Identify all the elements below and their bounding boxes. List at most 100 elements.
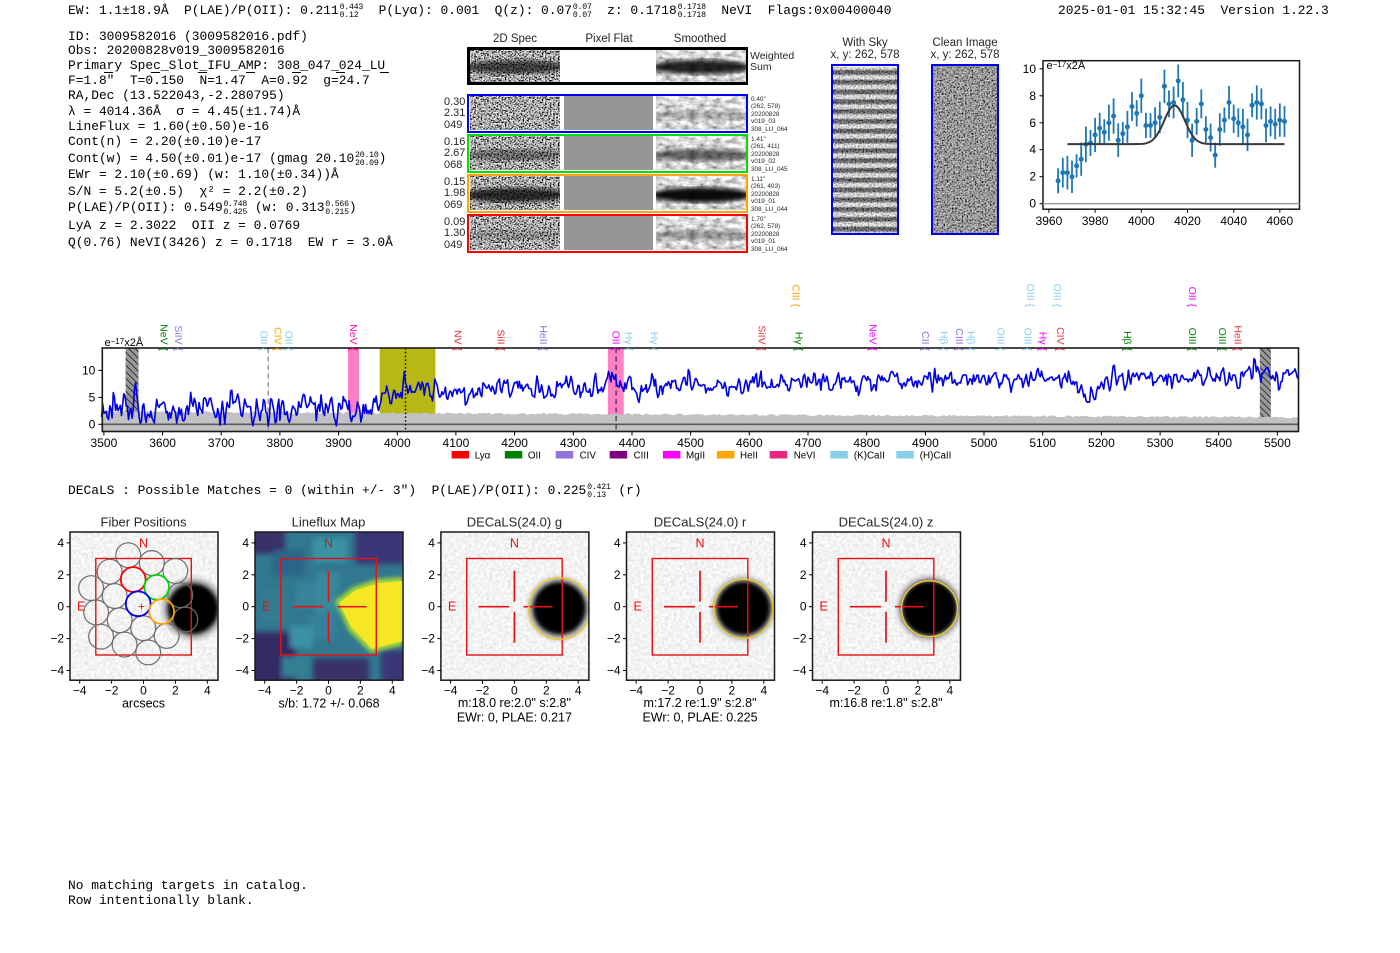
svg-text:Fiber Positions: Fiber Positions	[101, 515, 187, 530]
svg-text:5500: 5500	[1264, 436, 1291, 450]
svg-text:−2: −2	[50, 632, 64, 646]
svg-text:0: 0	[614, 600, 621, 614]
svg-text:OIII {: OIII {	[1051, 284, 1063, 308]
svg-text:HeII: HeII	[740, 451, 758, 462]
svg-text:4000: 4000	[1128, 214, 1155, 228]
svg-text:Hβ {: Hβ {	[937, 331, 949, 352]
svg-text:CIV: CIV	[580, 451, 597, 462]
svg-text:6: 6	[1029, 116, 1036, 130]
svg-text:−4: −4	[815, 684, 829, 698]
svg-text:+: +	[138, 600, 145, 614]
svg-text:Lineflux Map: Lineflux Map	[292, 515, 366, 530]
svg-text:E: E	[634, 600, 642, 614]
svg-text:N: N	[324, 537, 333, 551]
svg-text:4: 4	[204, 684, 211, 698]
svg-text:5400: 5400	[1205, 436, 1232, 450]
svg-text:EWr: 0, PLAE: 0.225: EWr: 0, PLAE: 0.225	[642, 711, 757, 725]
svg-text:−2: −2	[421, 632, 435, 646]
svg-text:E: E	[77, 600, 85, 614]
svg-text:−2: −2	[235, 632, 249, 646]
svg-text:CIII {: CIII {	[953, 328, 965, 351]
svg-text:OIII {: OIII {	[1021, 328, 1033, 352]
svg-text:2: 2	[729, 684, 736, 698]
svg-text:5100: 5100	[1029, 436, 1056, 450]
svg-text:4020: 4020	[1174, 214, 1201, 228]
svg-text:5: 5	[89, 390, 96, 404]
svg-text:0: 0	[428, 600, 435, 614]
svg-text:3500: 3500	[91, 436, 118, 450]
svg-text:m:18.0 re:2.0" s:2.8": m:18.0 re:2.0" s:2.8"	[458, 696, 571, 710]
svg-text:SiII {: SiII {	[494, 329, 506, 351]
svg-text:N: N	[139, 537, 148, 551]
svg-text:DECaLS(24.0) r: DECaLS(24.0) r	[654, 515, 747, 530]
svg-text:4040: 4040	[1220, 214, 1247, 228]
svg-text:4400: 4400	[619, 436, 646, 450]
svg-text:SiIV {: SiIV {	[756, 325, 768, 351]
svg-text:CIV {: CIV {	[1054, 327, 1066, 351]
svg-text:5300: 5300	[1147, 436, 1174, 450]
svg-text:−2: −2	[607, 632, 621, 646]
svg-text:Hβ {: Hβ {	[1121, 331, 1133, 352]
svg-text:0: 0	[1029, 197, 1036, 211]
svg-text:0: 0	[800, 600, 807, 614]
svg-text:3800: 3800	[267, 436, 294, 450]
svg-text:−4: −4	[629, 684, 643, 698]
svg-text:N: N	[510, 537, 519, 551]
svg-text:m:17.2 re:1.9" s:2.8": m:17.2 re:1.9" s:2.8"	[643, 696, 756, 710]
svg-text:Lyα: Lyα	[475, 451, 491, 462]
svg-text:4: 4	[614, 536, 621, 550]
svg-text:Hγ {: Hγ {	[1037, 332, 1049, 352]
svg-text:N: N	[695, 537, 704, 551]
svg-text:−4: −4	[444, 684, 458, 698]
svg-text:4700: 4700	[795, 436, 822, 450]
svg-text:0: 0	[89, 417, 96, 431]
svg-text:−2: −2	[847, 684, 861, 698]
svg-text:−2: −2	[661, 684, 675, 698]
svg-text:2: 2	[57, 568, 64, 582]
svg-text:Hγ {: Hγ {	[622, 332, 634, 352]
svg-text:4: 4	[389, 684, 396, 698]
svg-text:−4: −4	[73, 684, 87, 698]
svg-text:m:16.8 re:1.8" s:2.8": m:16.8 re:1.8" s:2.8"	[829, 696, 942, 710]
svg-text:HeII {: HeII {	[537, 325, 549, 351]
svg-text:4: 4	[760, 684, 767, 698]
svg-text:2: 2	[357, 684, 364, 698]
svg-text:−4: −4	[607, 664, 621, 678]
svg-text:OII {: OII {	[609, 331, 621, 352]
svg-text:2: 2	[172, 684, 179, 698]
svg-text:Hγ {: Hγ {	[792, 332, 804, 352]
svg-text:(K)CaII: (K)CaII	[854, 451, 885, 462]
svg-text:4: 4	[800, 536, 807, 550]
svg-text:−4: −4	[258, 684, 272, 698]
svg-text:E: E	[262, 600, 270, 614]
svg-text:Hγ {: Hγ {	[648, 332, 660, 352]
svg-text:HeII {: HeII {	[1231, 325, 1243, 351]
svg-text:−2: −2	[476, 684, 490, 698]
svg-text:2: 2	[428, 568, 435, 582]
svg-text:s/b: 1.72 +/- 0.068: s/b: 1.72 +/- 0.068	[278, 697, 379, 711]
svg-text:5200: 5200	[1088, 436, 1115, 450]
svg-text:NeV {: NeV {	[158, 324, 170, 351]
svg-text:OIII {: OIII {	[1186, 328, 1198, 352]
svg-text:2: 2	[614, 568, 621, 582]
svg-text:0: 0	[57, 600, 64, 614]
svg-text:5000: 5000	[971, 436, 998, 450]
svg-text:E: E	[820, 600, 828, 614]
svg-text:4: 4	[946, 684, 953, 698]
svg-text:10: 10	[1023, 62, 1037, 76]
svg-text:2: 2	[800, 568, 807, 582]
svg-text:4900: 4900	[912, 436, 939, 450]
svg-text:3900: 3900	[325, 436, 352, 450]
svg-text:8: 8	[1029, 89, 1036, 103]
svg-text:(H)CaII: (H)CaII	[920, 451, 952, 462]
svg-text:4500: 4500	[677, 436, 704, 450]
svg-text:4100: 4100	[443, 436, 470, 450]
svg-text:4600: 4600	[736, 436, 763, 450]
svg-text:2: 2	[915, 684, 922, 698]
svg-text:0: 0	[325, 684, 332, 698]
svg-text:−4: −4	[235, 664, 249, 678]
svg-text:arcsecs: arcsecs	[122, 697, 165, 711]
svg-text:OII {: OII {	[283, 331, 295, 352]
svg-text:OII {: OII {	[1186, 287, 1198, 308]
svg-text:3700: 3700	[208, 436, 235, 450]
